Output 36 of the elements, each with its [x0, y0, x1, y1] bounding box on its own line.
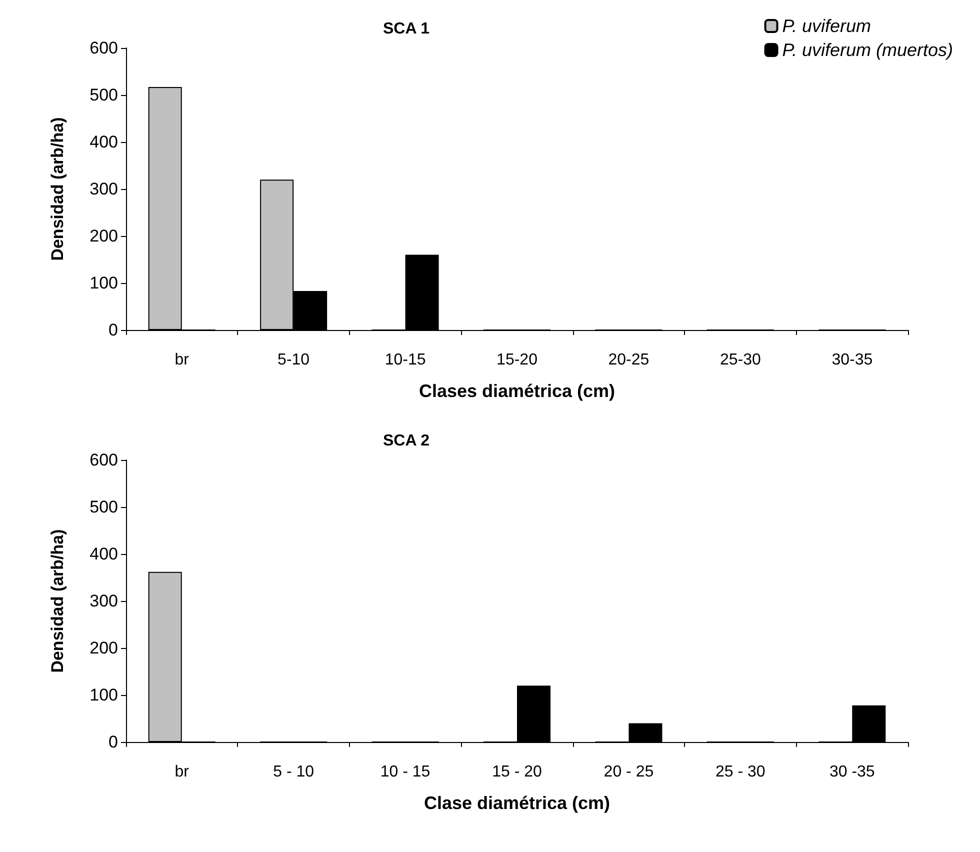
y-tick-label: 100 [90, 274, 118, 292]
y-tick-label: 600 [90, 38, 118, 58]
y-tick-label: 500 [90, 86, 118, 104]
y-axis-title: Densidad (arb/ha) [48, 117, 67, 261]
chart-title: SCA 2 [383, 432, 430, 450]
y-tick-label: 300 [90, 180, 118, 198]
x-tick-label: 25-30 [720, 352, 761, 368]
y-tick-label: 500 [90, 498, 118, 516]
legend-label: P. uviferum (muertos) [782, 40, 953, 60]
x-axis-title: Clases diamétrica (cm) [418, 381, 616, 401]
y-tick-label: 400 [90, 544, 118, 564]
y-tick-label: 300 [90, 592, 118, 610]
x-tick-label: 30 -35 [829, 764, 875, 780]
y-tick-label: 0 [108, 732, 118, 752]
x-tick-label: 25 - 30 [716, 764, 766, 780]
y-tick-label: 400 [90, 132, 118, 152]
x-tick-label: br [174, 352, 190, 368]
x-tick-label: 5 - 10 [273, 764, 314, 780]
y-tick-label: 200 [90, 638, 118, 658]
x-tick-label: 10 - 15 [380, 764, 430, 780]
y-tick-label: 600 [90, 450, 118, 470]
y-axis-title: Densidad (arb/ha) [48, 529, 67, 673]
x-tick-label: 15-20 [496, 352, 538, 368]
x-tick-label: 20-25 [608, 352, 650, 368]
y-tick-label: 200 [90, 226, 118, 246]
x-tick-label: br [174, 764, 190, 780]
legend-label: P. uviferum [782, 16, 871, 36]
x-tick-label: 20 - 25 [604, 764, 654, 780]
x-tick-label: 15 - 20 [492, 764, 542, 780]
y-tick-label: 100 [90, 686, 118, 704]
y-tick-label: 0 [108, 320, 118, 340]
x-tick-label: 5-10 [278, 352, 310, 368]
x-axis-title: Clase diamétrica (cm) [424, 793, 610, 813]
x-tick-label: 10-15 [384, 352, 426, 368]
x-tick-label: 30-35 [832, 352, 873, 368]
chart-title: SCA 1 [383, 20, 430, 38]
